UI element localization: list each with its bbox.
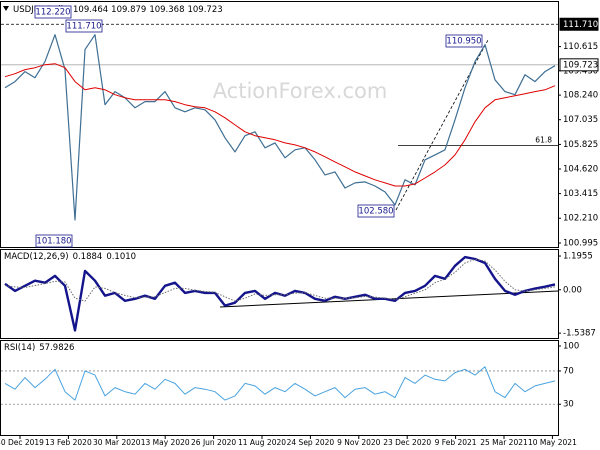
annotation-box [445, 34, 483, 48]
rsi-reading: 57.9826 [39, 343, 74, 353]
macd-header: MACD(12,26,9) 0.1884 0.1010 [4, 252, 136, 262]
x-tick-label: 13 May 2020 [141, 438, 190, 447]
y-tick-label: 70 [563, 366, 574, 376]
open: 109.464 [73, 5, 108, 15]
series-line [4, 258, 556, 302]
watermark: ActionForex.com [213, 79, 388, 103]
fib-label: 61.8 [535, 136, 552, 145]
series-line [4, 255, 556, 332]
high: 109.879 [111, 5, 146, 15]
annotation: 101.180 [36, 237, 71, 247]
annotation-box [34, 5, 72, 19]
y-tick-label: 107.035 [563, 115, 598, 125]
rsi-header: RSI(14) 57.9826 [4, 343, 74, 353]
x-tick-label: 9 Nov 2020 [337, 438, 380, 447]
y-tick-label: 100.995 [563, 239, 598, 249]
price-panel-frame [0, 1, 559, 248]
price-label-box [559, 58, 599, 72]
x-tick-label: 25 Mar 2021 [480, 438, 528, 447]
annotation-box [65, 19, 103, 33]
price-label-box [559, 17, 599, 31]
annotation: 110.950 [446, 37, 481, 47]
series-line [4, 366, 556, 401]
x-tick-label: 30 Dec 2019 [0, 438, 44, 447]
annotation: 112.220 [35, 8, 70, 18]
x-tick-label: 30 Mar 2020 [93, 438, 141, 447]
rsi-title: RSI(14) [4, 343, 35, 353]
x-tick-label: 9 Feb 2021 [435, 438, 477, 447]
y-tick-label: 110.615 [563, 42, 598, 52]
menu-icon [3, 6, 9, 11]
series-line [4, 63, 556, 187]
y-tick-label: 103.415 [563, 189, 598, 199]
signal-reading: 0.1010 [106, 252, 136, 262]
y-tick-label: 105.825 [563, 140, 598, 150]
annotation-box [35, 234, 73, 248]
price-label: 109.723 [563, 60, 598, 70]
x-tick-label: 26 Jun 2020 [191, 438, 236, 447]
annotation: 102.580 [358, 207, 393, 217]
rsi-panel-frame [0, 340, 559, 436]
y-tick-label: -1.5387 [563, 329, 596, 339]
macd-title: MACD(12,26,9) [4, 252, 69, 262]
x-tick-label: 11 Aug 2020 [238, 438, 286, 447]
y-tick-label: 1.1955 [563, 252, 593, 262]
series-line [4, 34, 556, 221]
x-tick-label: 13 Feb 2020 [45, 438, 92, 447]
y-tick-label: 0.00 [563, 285, 582, 295]
y-tick-label: 102.210 [563, 214, 598, 224]
y-tick-label: 104.620 [563, 165, 598, 175]
x-tick-label: 10 May 2021 [528, 438, 577, 447]
y-tick-label: 100 [563, 341, 579, 351]
macd-panel-frame [0, 249, 559, 339]
low: 109.368 [149, 5, 184, 15]
close: 109.723 [187, 5, 222, 15]
x-tick-label: 23 Dec 2020 [383, 438, 431, 447]
annotation-box [357, 204, 395, 218]
y-tick-label: 30 [563, 400, 574, 410]
macd-reading: 0.1884 [73, 252, 103, 262]
y-tick-label: 108.240 [563, 91, 598, 101]
x-tick-label: 24 Sep 2020 [287, 438, 335, 447]
price-label: 111.710 [563, 20, 598, 30]
annotation: 111.710 [66, 22, 101, 32]
